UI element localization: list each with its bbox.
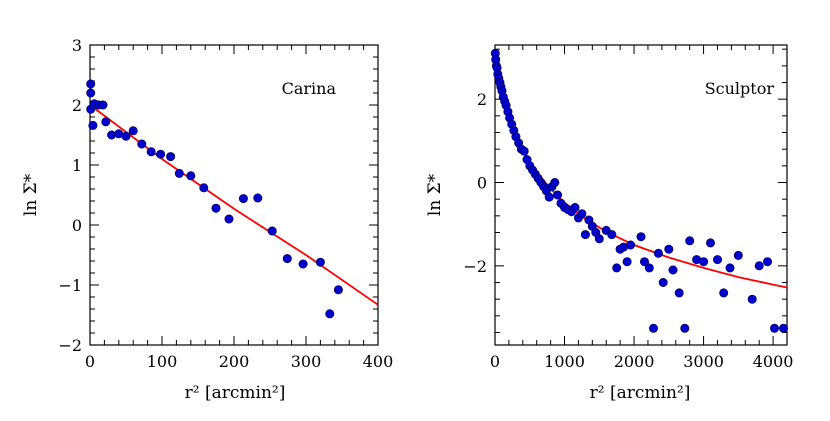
data-point: [224, 214, 234, 224]
data-point: [570, 203, 580, 213]
data-point: [594, 234, 604, 244]
data-point: [626, 240, 636, 250]
data-point: [674, 288, 684, 298]
data-point: [86, 88, 96, 98]
y-tick-label: −2: [463, 257, 487, 276]
data-point: [658, 277, 668, 287]
data-point: [762, 257, 772, 267]
data-point: [325, 309, 335, 319]
data-point: [577, 209, 587, 219]
data-point: [639, 257, 649, 267]
data-point: [166, 152, 176, 162]
data-point: [186, 171, 196, 181]
data-point: [253, 193, 263, 203]
data-point: [778, 323, 788, 333]
data-point: [733, 250, 743, 260]
data-point: [636, 232, 646, 242]
data-point: [298, 259, 308, 269]
data-point: [664, 244, 674, 254]
data-point: [754, 261, 764, 271]
data-point: [315, 257, 325, 267]
y-tick-label: −2: [58, 336, 82, 355]
y-tick-label: 1: [72, 156, 82, 175]
data-point: [88, 120, 98, 130]
x-tick-label: 4000: [753, 352, 794, 371]
x-tick-label: 3000: [683, 352, 724, 371]
panel-sculptor: Sculptor r² [arcmin²] ln Σ* 0 1000 2000 300…: [425, 44, 794, 403]
data-point: [121, 131, 131, 141]
data-point: [282, 254, 292, 264]
x-tick-label: 200: [219, 352, 250, 371]
data-point: [712, 255, 722, 265]
data-point: [550, 178, 560, 188]
x-tick-label: 1000: [544, 352, 585, 371]
data-point: [719, 288, 729, 298]
fit-curve: [90, 104, 378, 306]
data-point: [680, 323, 690, 333]
panel-label: Sculptor: [705, 79, 775, 98]
x-axis-label: r² [arcmin²]: [590, 383, 691, 403]
data-point: [699, 257, 709, 267]
data-point: [653, 248, 663, 258]
data-point: [333, 285, 343, 295]
data-point: [174, 168, 184, 178]
data-point: [211, 203, 221, 213]
x-tick-label: 300: [291, 352, 322, 371]
x-tick-label: 2000: [614, 352, 655, 371]
data-point: [705, 238, 715, 248]
y-tick-label: 3: [72, 36, 82, 55]
panel-label: Carina: [282, 79, 337, 98]
y-tick-label: 2: [72, 96, 82, 115]
data-point: [267, 226, 277, 236]
x-tick-label: 400: [363, 352, 394, 371]
data-point: [580, 230, 590, 240]
data-point: [128, 126, 138, 136]
y-tick-label: −1: [58, 276, 82, 295]
data-point: [146, 147, 156, 157]
data-point: [648, 323, 658, 333]
x-axis-label: r² [arcmin²]: [185, 383, 286, 403]
data-point: [199, 183, 209, 193]
data-point: [98, 100, 108, 110]
data-point: [622, 257, 632, 267]
data-point: [86, 79, 96, 89]
x-tick-label: 100: [147, 352, 178, 371]
data-point: [156, 149, 166, 159]
x-tick-label: 0: [490, 352, 500, 371]
data-point: [644, 263, 654, 273]
data-point: [101, 117, 111, 127]
y-tick-label: 0: [477, 174, 487, 193]
panel-carina: Carina r² [arcmin²] ln Σ* 0 100 200 300 400 −…: [21, 36, 393, 403]
data-point: [553, 190, 563, 200]
data-point: [747, 294, 757, 304]
x-tick-label: 0: [85, 352, 95, 371]
data-point: [612, 263, 622, 273]
data-point: [238, 194, 248, 204]
y-tick-label: 2: [477, 90, 487, 109]
data-point: [769, 323, 779, 333]
data-point: [725, 263, 735, 273]
data-point: [668, 265, 678, 275]
y-axis-label: ln Σ*: [425, 173, 445, 216]
y-tick-label: 0: [72, 216, 82, 235]
y-axis-label: ln Σ*: [21, 173, 41, 216]
data-point: [519, 146, 529, 156]
data-point: [685, 236, 695, 246]
plot-frame: [494, 44, 788, 346]
data-point: [137, 139, 147, 149]
data-point: [544, 192, 554, 202]
data-point: [607, 230, 617, 240]
